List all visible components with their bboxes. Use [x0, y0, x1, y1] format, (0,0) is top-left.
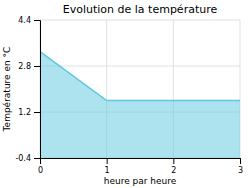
tick-mark — [107, 158, 108, 164]
tick: 2 — [171, 158, 176, 175]
grid — [40, 20, 240, 158]
tick-mark — [173, 158, 174, 164]
tick-label: 4.4 — [18, 16, 31, 25]
tick: 1.2 — [18, 108, 40, 117]
tick-mark — [34, 158, 40, 159]
x-axis: 0 1 2 3 — [38, 158, 243, 175]
tick: 0 — [38, 158, 43, 175]
tick: 4.4 — [18, 16, 40, 25]
tick-mark — [34, 20, 40, 21]
tick: 2.8 — [18, 62, 40, 71]
y-axis: -0.4 1.2 2.8 4.4 — [15, 16, 40, 163]
line — [40, 52, 240, 101]
y-axis-title: Température en °C — [2, 47, 12, 133]
tick-mark — [34, 112, 40, 113]
x-axis-title: heure par heure — [104, 176, 177, 186]
tick-label: 2 — [171, 166, 176, 175]
tick-label: 1 — [105, 166, 110, 175]
tick-label: -0.4 — [15, 154, 31, 163]
title: Evolution de la température — [63, 3, 218, 16]
tick-mark — [34, 66, 40, 67]
plot: 0 1 2 3 -0.4 1.2 2.8 4.4 — [15, 16, 243, 175]
tick-label: 2.8 — [18, 62, 31, 71]
tick-mark — [240, 158, 241, 164]
marks — [40, 52, 240, 158]
grid-line — [40, 66, 240, 67]
tick-label: 0 — [38, 166, 43, 175]
tick: 1 — [105, 158, 110, 175]
tick-label: 3 — [238, 166, 243, 175]
axis-line — [34, 21, 41, 159]
tick-label: 1.2 — [18, 108, 31, 117]
axis-line — [41, 159, 241, 165]
area — [40, 52, 240, 158]
grid-line — [40, 20, 240, 21]
tick: 3 — [238, 158, 243, 175]
chart: 0 1 2 3 -0.4 1.2 2.8 4.4 Evolution de la tempéra… — [0, 0, 250, 188]
tick: -0.4 — [15, 154, 40, 163]
